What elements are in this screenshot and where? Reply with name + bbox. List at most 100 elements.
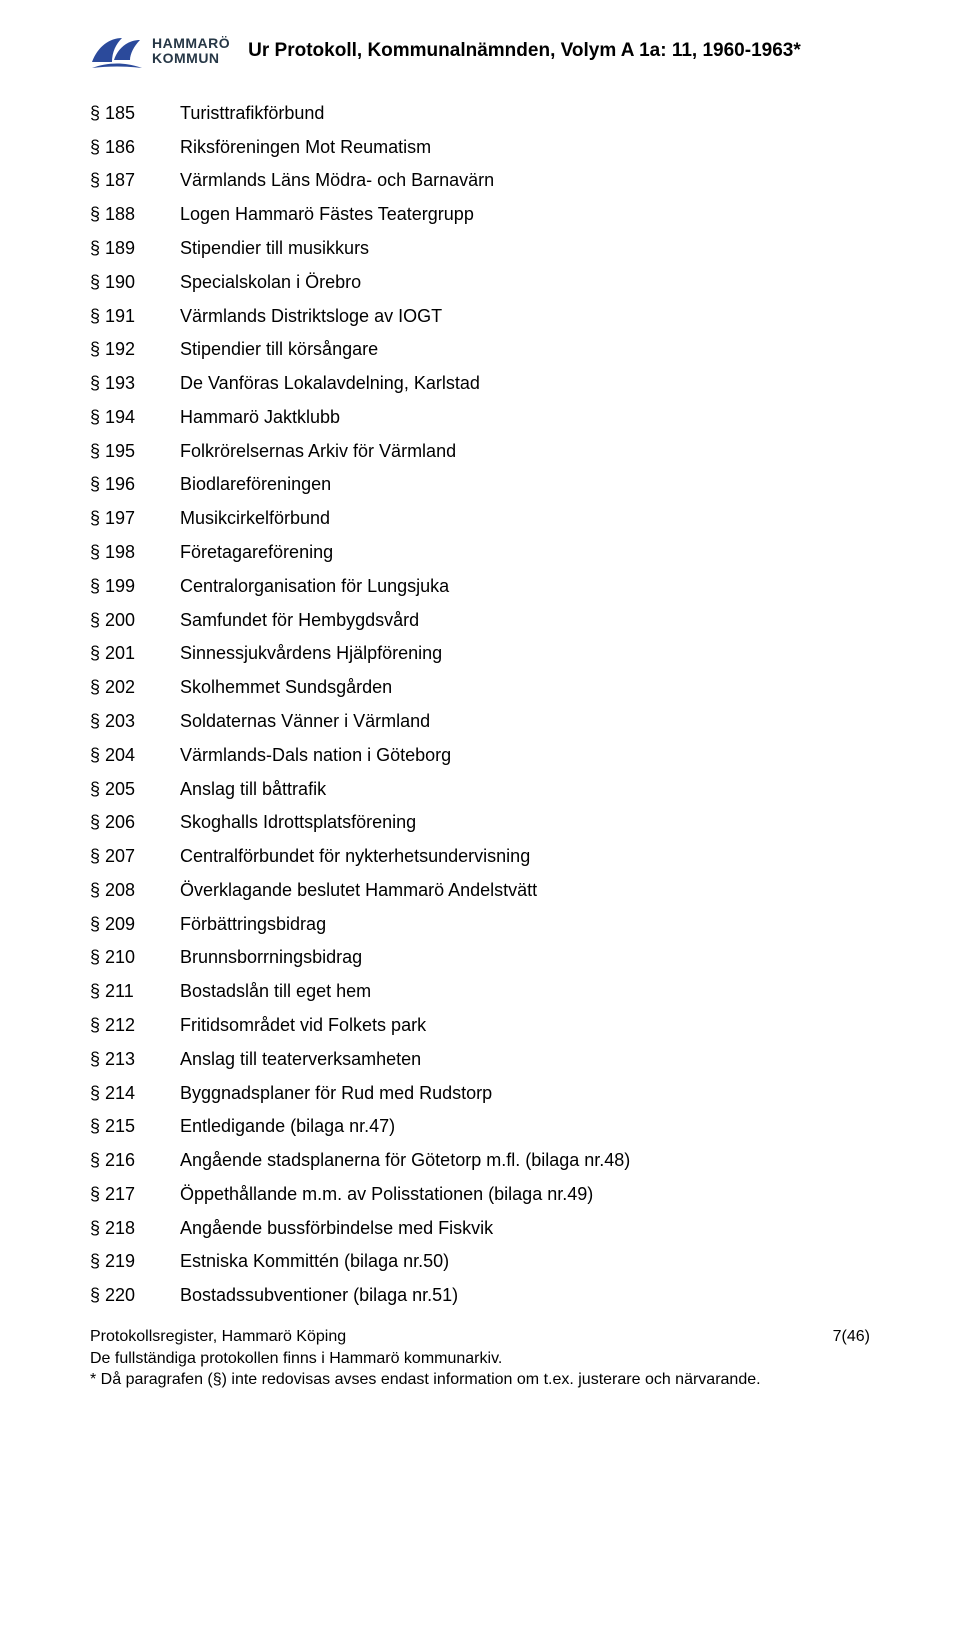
entry-row: § 218Angående bussförbindelse med Fiskvi… [90, 1211, 870, 1245]
entry-section-number: § 194 [90, 408, 180, 426]
entry-row: § 188Logen Hammarö Fästes Teatergrupp [90, 197, 870, 231]
entry-section-number: § 196 [90, 475, 180, 493]
entry-row: § 189Stipendier till musikkurs [90, 231, 870, 265]
entry-text: Anslag till båttrafik [180, 780, 870, 798]
entry-section-number: § 209 [90, 915, 180, 933]
entry-row: § 190Specialskolan i Örebro [90, 265, 870, 299]
entry-row: § 206Skoghalls Idrottsplatsförening [90, 805, 870, 839]
entry-text: Skolhemmet Sundsgården [180, 678, 870, 696]
entry-text: Värmlands Distriktsloge av IOGT [180, 307, 870, 325]
entry-row: § 214Byggnadsplaner för Rud med Rudstorp [90, 1076, 870, 1110]
entry-row: § 215Entledigande (bilaga nr.47) [90, 1109, 870, 1143]
entry-row: § 205Anslag till båttrafik [90, 772, 870, 806]
entry-row: § 192Stipendier till körsångare [90, 332, 870, 366]
entry-section-number: § 213 [90, 1050, 180, 1068]
entry-row: § 212Fritidsområdet vid Folkets park [90, 1008, 870, 1042]
entry-text: Riksföreningen Mot Reumatism [180, 138, 870, 156]
entry-text: Sinnessjukvårdens Hjälpförening [180, 644, 870, 662]
entry-section-number: § 201 [90, 644, 180, 662]
entry-text: Öppethållande m.m. av Polisstationen (bi… [180, 1185, 870, 1203]
entry-text: Angående bussförbindelse med Fiskvik [180, 1219, 870, 1237]
entry-text: Entledigande (bilaga nr.47) [180, 1117, 870, 1135]
entry-row: § 196Biodlareföreningen [90, 468, 870, 502]
entry-section-number: § 187 [90, 171, 180, 189]
entry-section-number: § 190 [90, 273, 180, 291]
entry-row: § 199Centralorganisation för Lungsjuka [90, 569, 870, 603]
footer-line-register: Protokollsregister, Hammarö Köping 7(46) [90, 1326, 870, 1348]
entry-row: § 195Folkrörelsernas Arkiv för Värmland [90, 434, 870, 468]
entry-section-number: § 220 [90, 1286, 180, 1304]
footer-archive-line: De fullständiga protokollen finns i Hamm… [90, 1348, 870, 1370]
hammaro-logo-icon [90, 28, 144, 74]
logo-text-line2: KOMMUN [152, 51, 230, 66]
entry-section-number: § 195 [90, 442, 180, 460]
entry-row: § 209Förbättringsbidrag [90, 907, 870, 941]
entry-text: Estniska Kommittén (bilaga nr.50) [180, 1252, 870, 1270]
entry-row: § 207Centralförbundet för nykterhetsunde… [90, 839, 870, 873]
footer-page-number: 7(46) [833, 1326, 870, 1348]
entry-section-number: § 199 [90, 577, 180, 595]
entry-text: Företagareförening [180, 543, 870, 561]
page: HAMMARÖ KOMMUN Ur Protokoll, Kommunalnäm… [0, 0, 960, 1629]
entry-text: Logen Hammarö Fästes Teatergrupp [180, 205, 870, 223]
logo-text: HAMMARÖ KOMMUN [152, 36, 230, 65]
entry-text: Bostadssubventioner (bilaga nr.51) [180, 1286, 870, 1304]
entry-section-number: § 205 [90, 780, 180, 798]
entry-section-number: § 188 [90, 205, 180, 223]
footer-register-text: Protokollsregister, Hammarö Köping [90, 1326, 346, 1348]
entry-row: § 191Värmlands Distriktsloge av IOGT [90, 299, 870, 333]
entry-section-number: § 219 [90, 1252, 180, 1270]
entry-row: § 197Musikcirkelförbund [90, 501, 870, 535]
entry-row: § 185Turisttrafikförbund [90, 96, 870, 130]
entry-text: Värmlands Läns Mödra- och Barnavärn [180, 171, 870, 189]
entry-row: § 198Företagareförening [90, 535, 870, 569]
entry-text: Samfundet för Hembygdsvård [180, 611, 870, 629]
entry-section-number: § 192 [90, 340, 180, 358]
entry-section-number: § 216 [90, 1151, 180, 1169]
entry-text: Brunnsborrningsbidrag [180, 948, 870, 966]
entry-text: Överklagande beslutet Hammarö Andelstvät… [180, 881, 870, 899]
entry-row: § 203Soldaternas Vänner i Värmland [90, 704, 870, 738]
entry-section-number: § 203 [90, 712, 180, 730]
entry-text: Soldaternas Vänner i Värmland [180, 712, 870, 730]
entry-row: § 194Hammarö Jaktklubb [90, 400, 870, 434]
entry-section-number: § 207 [90, 847, 180, 865]
entry-section-number: § 211 [90, 982, 180, 1000]
entry-row: § 211Bostadslån till eget hem [90, 974, 870, 1008]
entry-section-number: § 186 [90, 138, 180, 156]
entry-text: Folkrörelsernas Arkiv för Värmland [180, 442, 870, 460]
entry-text: Förbättringsbidrag [180, 915, 870, 933]
entry-text: Stipendier till körsångare [180, 340, 870, 358]
entry-row: § 200Samfundet för Hembygdsvård [90, 603, 870, 637]
entry-section-number: § 198 [90, 543, 180, 561]
entry-section-number: § 204 [90, 746, 180, 764]
entry-section-number: § 202 [90, 678, 180, 696]
entry-text: Hammarö Jaktklubb [180, 408, 870, 426]
entry-row: § 213Anslag till teaterverksamheten [90, 1042, 870, 1076]
entry-section-number: § 197 [90, 509, 180, 527]
entry-section-number: § 191 [90, 307, 180, 325]
entry-row: § 219Estniska Kommittén (bilaga nr.50) [90, 1245, 870, 1279]
entry-text: Anslag till teaterverksamheten [180, 1050, 870, 1068]
entry-text: Turisttrafikförbund [180, 104, 870, 122]
entry-section-number: § 185 [90, 104, 180, 122]
entry-row: § 186Riksföreningen Mot Reumatism [90, 130, 870, 164]
entry-row: § 220Bostadssubventioner (bilaga nr.51) [90, 1278, 870, 1312]
entry-row: § 204Värmlands-Dals nation i Göteborg [90, 738, 870, 772]
entry-row: § 201Sinnessjukvårdens Hjälpförening [90, 637, 870, 671]
entry-section-number: § 214 [90, 1084, 180, 1102]
page-header: HAMMARÖ KOMMUN Ur Protokoll, Kommunalnäm… [90, 28, 870, 74]
entry-text: Byggnadsplaner för Rud med Rudstorp [180, 1084, 870, 1102]
entry-section-number: § 218 [90, 1219, 180, 1237]
entry-text: Värmlands-Dals nation i Göteborg [180, 746, 870, 764]
entries-list: § 185Turisttrafikförbund§ 186Riksförenin… [90, 96, 870, 1312]
entry-text: Musikcirkelförbund [180, 509, 870, 527]
entry-section-number: § 210 [90, 948, 180, 966]
logo: HAMMARÖ KOMMUN [90, 28, 230, 74]
entry-text: Stipendier till musikkurs [180, 239, 870, 257]
entry-row: § 193De Vanföras Lokalavdelning, Karlsta… [90, 366, 870, 400]
logo-text-line1: HAMMARÖ [152, 36, 230, 51]
entry-section-number: § 200 [90, 611, 180, 629]
entry-text: Centralorganisation för Lungsjuka [180, 577, 870, 595]
entry-text: De Vanföras Lokalavdelning, Karlstad [180, 374, 870, 392]
